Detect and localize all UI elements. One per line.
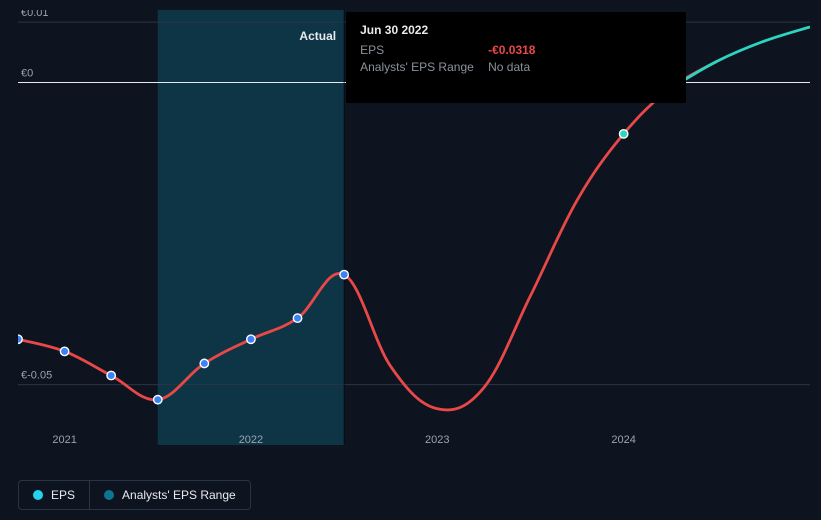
svg-text:€0: €0 (21, 68, 33, 80)
tooltip-key: Analysts' EPS Range (360, 59, 488, 76)
legend-label: Analysts' EPS Range (122, 488, 236, 502)
legend-item-range[interactable]: Analysts' EPS Range (89, 481, 250, 509)
tooltip-value-muted: No data (488, 59, 530, 76)
tooltip-key: EPS (360, 42, 488, 59)
legend-dot-icon (33, 490, 43, 500)
svg-text:2024: 2024 (611, 434, 635, 445)
svg-text:2022: 2022 (239, 434, 263, 445)
chart-tooltip: Jun 30 2022 EPS -€0.0318 Analysts' EPS R… (346, 12, 686, 103)
svg-text:€-0.05: €-0.05 (21, 370, 52, 382)
legend-item-eps[interactable]: EPS (19, 481, 89, 509)
svg-text:€0.01: €0.01 (21, 10, 49, 19)
chart-legend: EPS Analysts' EPS Range (18, 480, 251, 510)
svg-text:Actual: Actual (299, 29, 336, 43)
legend-dot-icon (104, 490, 114, 500)
tooltip-row-eps: EPS -€0.0318 (360, 42, 672, 59)
tooltip-row-range: Analysts' EPS Range No data (360, 59, 672, 76)
svg-text:2021: 2021 (52, 434, 76, 445)
legend-label: EPS (51, 488, 75, 502)
svg-text:2023: 2023 (425, 434, 449, 445)
tooltip-date: Jun 30 2022 (360, 22, 672, 39)
tooltip-value-negative: -€0.0318 (488, 42, 535, 59)
